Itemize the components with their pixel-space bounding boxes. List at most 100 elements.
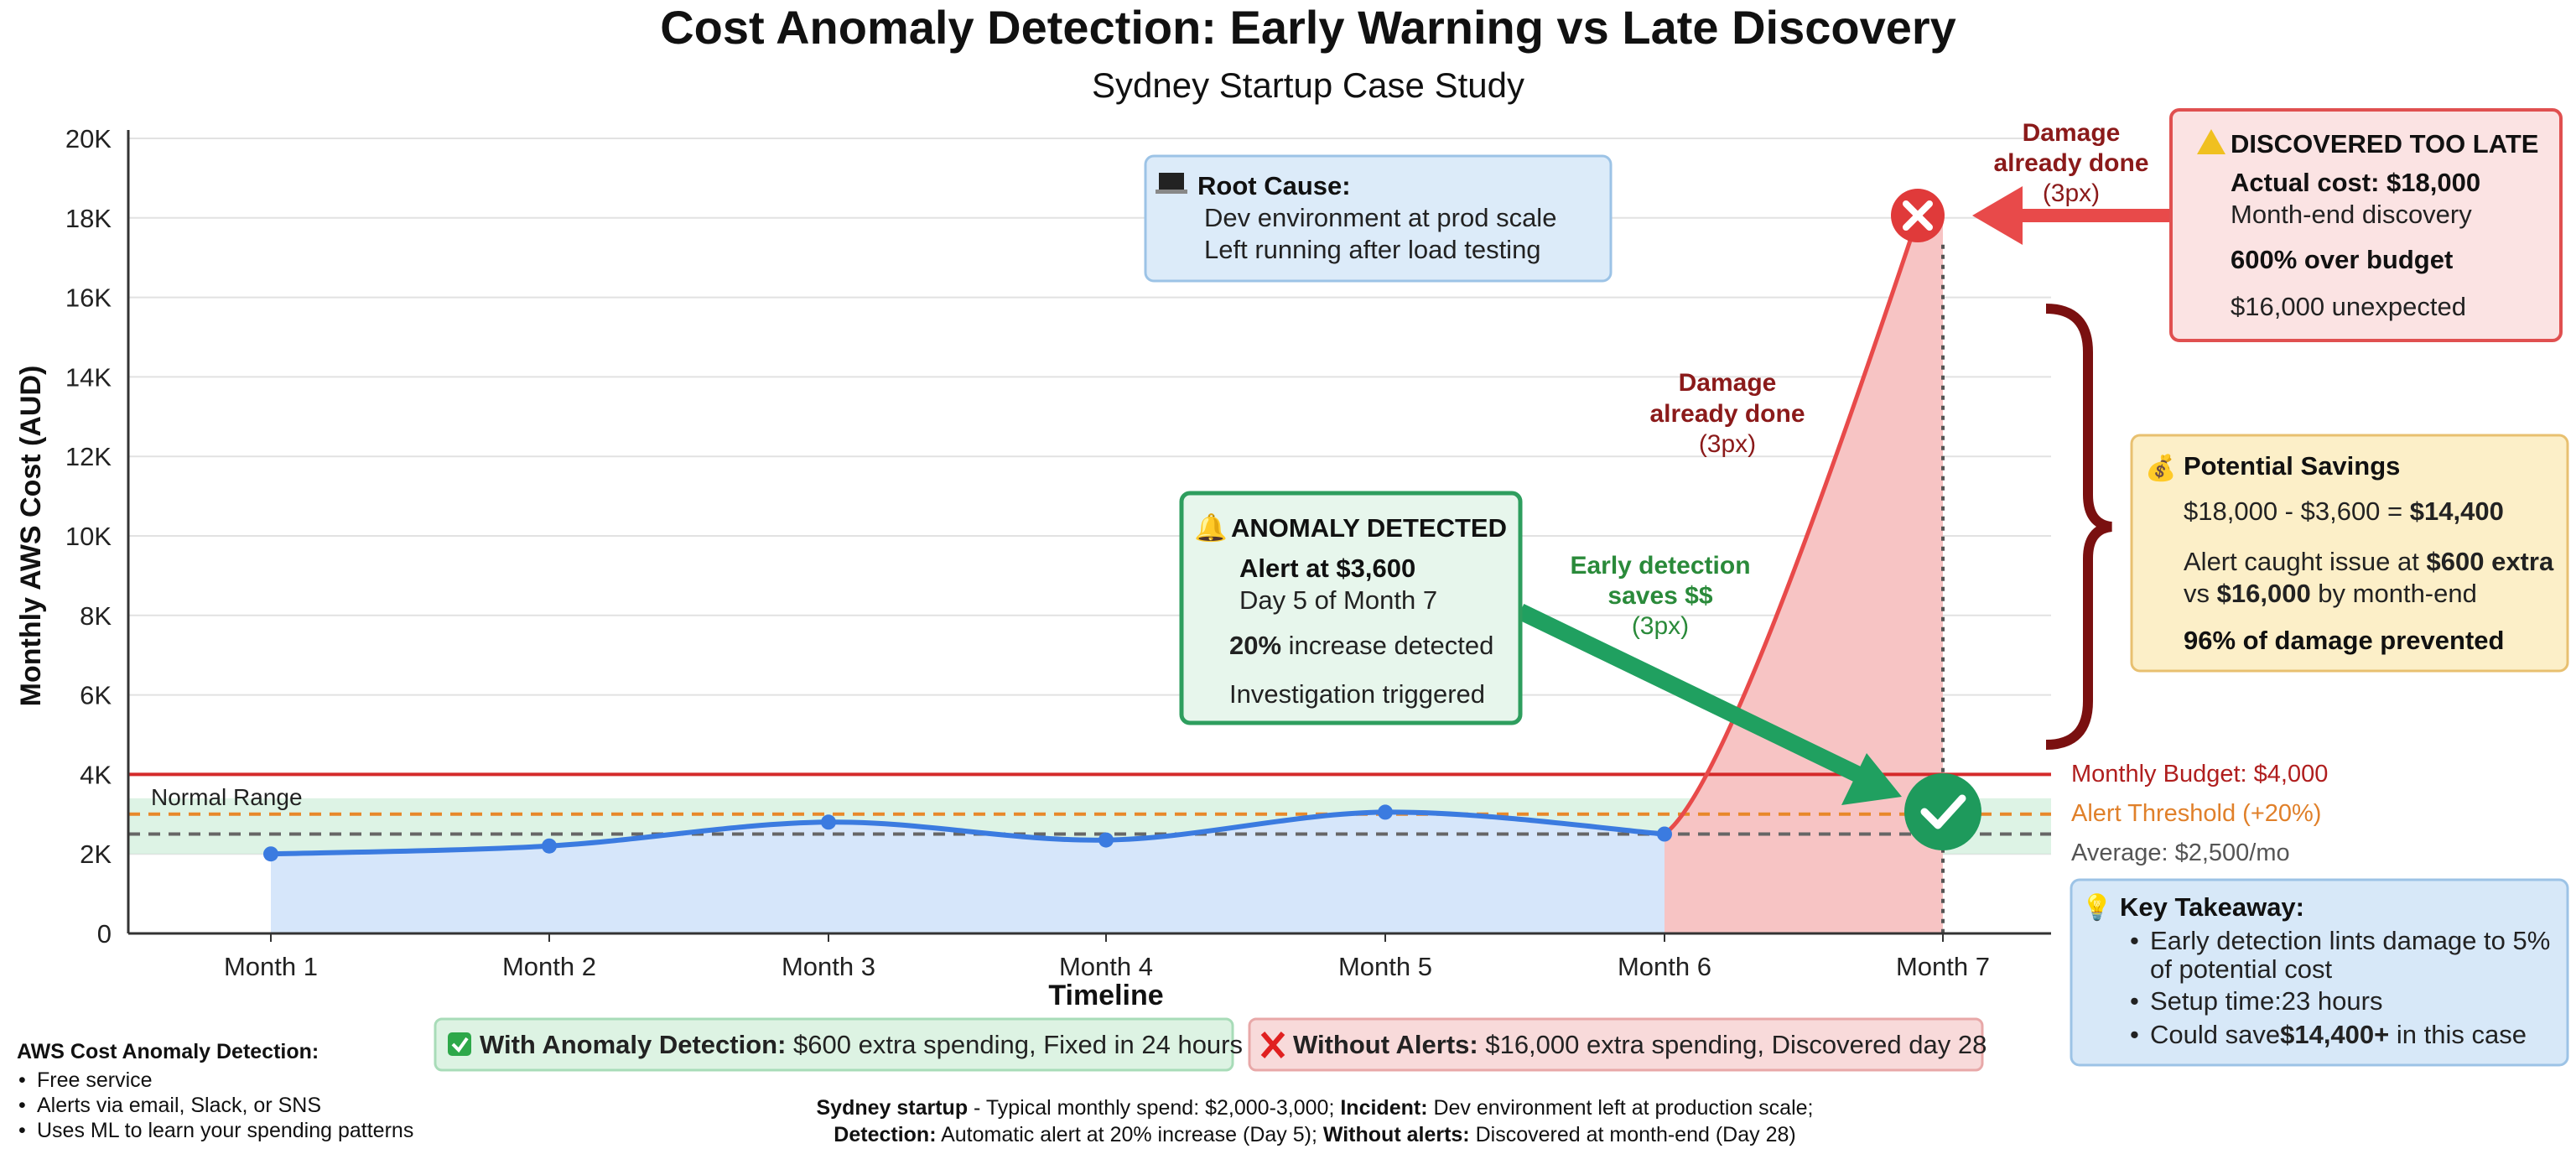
svg-text:96% of damage prevented: 96% of damage prevented	[2184, 626, 2504, 655]
svg-text:Investigation triggered: Investigation triggered	[1229, 679, 1485, 709]
lightbulb-icon: 💡	[2081, 892, 2112, 922]
early-arrow	[1516, 603, 1870, 787]
x-tick-label: Month 5	[1338, 952, 1432, 981]
y-tick-label: 8K	[80, 601, 112, 631]
svg-text:Uses ML to learn your spending: Uses ML to learn your spending patterns	[37, 1119, 413, 1142]
y-tick-label: 0	[97, 919, 112, 949]
svg-text:600% over budget: 600% over budget	[2231, 245, 2453, 274]
axes	[127, 130, 2051, 942]
svg-text:Detection: Automatic alert at: Detection: Automatic alert at 20% increa…	[834, 1123, 1795, 1146]
x-icon	[1903, 200, 1933, 231]
bell-icon: 🔔	[1194, 512, 1228, 543]
svg-text:(3px): (3px)	[1699, 430, 1756, 458]
y-tick-label: 2K	[80, 840, 112, 869]
svg-text:Root Cause:: Root Cause:	[1197, 171, 1351, 200]
svg-text:With Anomaly Detection: $600 e: With Anomaly Detection: $600 extra spend…	[480, 1030, 1243, 1059]
y-tick-label: 6K	[80, 681, 112, 710]
svg-text:of potential cost: of potential cost	[2150, 954, 2333, 984]
warning-icon	[2197, 129, 2225, 154]
x-tick-label: Month 2	[502, 952, 596, 981]
series	[263, 217, 1920, 862]
svg-text:vs $16,000 by month-end: vs $16,000 by month-end	[2184, 579, 2477, 608]
svg-text:Early detection: Early detection	[1570, 552, 1750, 580]
svg-text:Free service: Free service	[37, 1068, 153, 1092]
y-tick-label: 12K	[65, 442, 112, 471]
svg-text:Alert caught issue at $600 ext: Alert caught issue at $600 extra	[2184, 547, 2554, 576]
x-tick-label: Month 6	[1618, 952, 1711, 981]
svg-text:•: •	[2130, 1020, 2139, 1049]
data-point	[1378, 804, 1393, 820]
late-arrow-head	[1972, 186, 2023, 245]
y-tick-label: 4K	[80, 760, 112, 789]
x-tick-label: Month 3	[782, 952, 875, 981]
svg-text:AWS Cost Anomaly Detection:: AWS Cost Anomaly Detection:	[17, 1040, 319, 1063]
chart-title: Cost Anomaly Detection: Early Warning vs…	[660, 1, 1956, 54]
cross-icon	[1260, 1032, 1285, 1058]
damage-annotation-mid: Damage already done (3px)	[1649, 369, 1805, 458]
svg-text:Month-end discovery: Month-end discovery	[2231, 200, 2472, 229]
svg-text:•: •	[18, 1094, 26, 1117]
anomaly-detected-box: 🔔 ANOMALY DETECTED Alert at $3,600 Day 5…	[1179, 491, 1523, 725]
y-axis-title: Monthly AWS Cost (AUD)	[15, 366, 47, 707]
y-tick-label: 10K	[65, 522, 112, 551]
chart-subtitle: Sydney Startup Case Study	[1092, 65, 1524, 105]
data-point	[263, 846, 278, 862]
normal-range-label: Normal Range	[151, 784, 303, 810]
damage-brace	[2045, 304, 2113, 750]
y-tick-label: 16K	[65, 283, 112, 313]
y-tick-label: 20K	[65, 124, 112, 153]
y-tick-label: 18K	[65, 204, 112, 233]
svg-text:(3px): (3px)	[1632, 612, 1689, 640]
data-point	[821, 814, 836, 830]
svg-text:Damage: Damage	[1679, 369, 1777, 397]
discovered-marker	[1891, 189, 1945, 242]
svg-text:•: •	[18, 1119, 26, 1142]
svg-text:(3px): (3px)	[2043, 179, 2100, 207]
svg-text:$18,000 - $3,600 = $14,400: $18,000 - $3,600 = $14,400	[2184, 496, 2504, 526]
average-label: Average: $2,500/mo	[2071, 840, 2290, 866]
svg-text:Sydney startup - Typical month: Sydney startup - Typical monthly spend: …	[816, 1096, 1813, 1120]
case-note: Sydney startup - Typical monthly spend: …	[816, 1096, 1813, 1146]
svg-text:already done: already done	[1649, 400, 1805, 428]
svg-text:•: •	[2130, 986, 2139, 1016]
x-tick-label: Month 7	[1896, 952, 1990, 981]
y-tick-label: 14K	[65, 362, 112, 392]
svg-text:$16,000 unexpected: $16,000 unexpected	[2231, 292, 2466, 321]
svg-text:•: •	[18, 1068, 26, 1092]
data-point	[1657, 826, 1672, 842]
potential-savings-box: 💰 Potential Savings $18,000 - $3,600 = $…	[2130, 434, 2569, 673]
x-tick-labels: Month 1 Month 2 Month 3 Month 4 Month 5 Month…	[224, 952, 1990, 981]
y-tick-labels: 0 2K 4K 6K 8K 10K 12K 14K 16K 18K 20K	[65, 124, 112, 949]
svg-text:already done: already done	[1993, 149, 2148, 177]
spike-area	[1665, 217, 1943, 933]
aws-info: AWS Cost Anomaly Detection: • Free servic…	[17, 1040, 413, 1142]
svg-text:Without Alerts: $16,000 extra: Without Alerts: $16,000 extra spending, …	[1293, 1030, 1987, 1059]
svg-text:ANOMALY DETECTED: ANOMALY DETECTED	[1231, 513, 1507, 543]
detected-marker	[1904, 773, 1981, 850]
threshold-label: Alert Threshold (+20%)	[2071, 800, 2321, 827]
damage-annotation-top: Damage already done (3px)	[1993, 119, 2148, 207]
root-cause-box: Root Cause: Dev environment at prod scal…	[1144, 154, 1613, 283]
svg-text:Day 5 of Month 7: Day 5 of Month 7	[1239, 585, 1437, 615]
check-icon	[1920, 794, 1966, 829]
svg-text:Early detection lints damage t: Early detection lints damage to 5%	[2150, 926, 2550, 955]
svg-text:Key Takeaway:: Key Takeaway:	[2120, 892, 2304, 922]
svg-text:saves $$: saves $$	[1607, 582, 1712, 610]
svg-text:Actual cost: $18,000: Actual cost: $18,000	[2231, 168, 2480, 197]
x-axis-title: Timeline	[1048, 980, 1163, 1011]
x-tick-label: Month 4	[1059, 952, 1153, 981]
with-detection-summary: With Anomaly Detection: $600 extra spend…	[434, 1017, 1243, 1072]
svg-text:Dev environment at prod scale: Dev environment at prod scale	[1204, 203, 1556, 232]
key-takeaway-box: 💡 Key Takeaway: • Early detection lints …	[2070, 878, 2569, 1067]
svg-text:Setup time:23 hours: Setup time:23 hours	[2150, 986, 2382, 1016]
svg-text:20% increase detected: 20% increase detected	[1229, 631, 1493, 660]
discovered-too-late-box: DISCOVERED TOO LATE Actual cost: $18,000…	[2169, 108, 2563, 342]
early-arrow-head	[1841, 753, 1902, 805]
data-point	[1098, 832, 1114, 848]
without-alerts-summary: Without Alerts: $16,000 extra spending, …	[1248, 1017, 1987, 1072]
laptop-icon	[1156, 173, 1187, 194]
budget-label: Monthly Budget: $4,000	[2071, 761, 2328, 788]
svg-text:Potential Savings: Potential Savings	[2184, 451, 2400, 481]
x-tick-label: Month 1	[224, 952, 318, 981]
